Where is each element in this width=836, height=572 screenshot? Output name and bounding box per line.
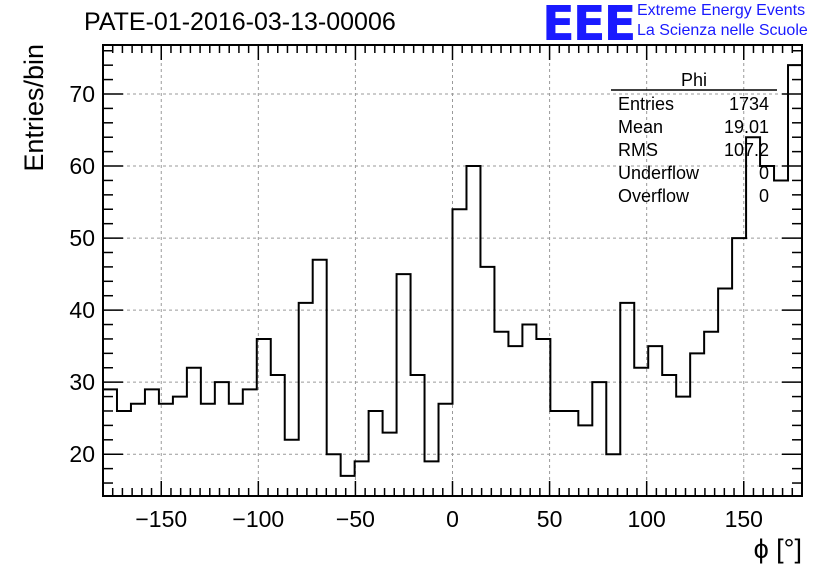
eee-logo: EEE (542, 0, 636, 52)
x-tick-labels: −150 −100 −50 0 50 100 150 (135, 506, 763, 532)
y-axis-title: Entries/bin (19, 44, 49, 172)
stats-value: 0 (759, 163, 769, 183)
stats-value: 19.01 (724, 117, 769, 137)
x-axis-title: ϕ [°] (754, 534, 802, 564)
stats-value: 0 (759, 186, 769, 206)
x-tick-label: −100 (232, 506, 284, 532)
y-tick-label: 50 (69, 225, 95, 251)
x-tick-label: 0 (446, 506, 459, 532)
stats-box: Phi Entries 1734 Mean 19.01 RMS 107.2 Underflo… (611, 70, 777, 206)
logo-line-2: La Scienza nelle Scuole (637, 22, 808, 39)
y-tick-label: 40 (69, 297, 95, 323)
y-tick-label: 20 (69, 441, 95, 467)
stats-label: RMS (618, 140, 658, 160)
x-tick-label: 150 (725, 506, 763, 532)
histogram-series (103, 64, 802, 477)
y-tick-labels: 20 30 40 50 60 70 (69, 81, 95, 467)
y-tick-label: 30 (69, 369, 95, 395)
stats-value: 107.2 (724, 140, 769, 160)
stats-label: Entries (618, 94, 674, 114)
logo-line-1: Extreme Energy Events (637, 2, 806, 19)
x-tick-label: −150 (135, 506, 187, 532)
stats-value: 1734 (729, 94, 769, 114)
x-tick-label: −50 (336, 506, 375, 532)
y-tick-label: 60 (69, 153, 95, 179)
x-tick-label: 50 (537, 506, 563, 532)
stats-label: Overflow (618, 186, 690, 206)
stats-name: Phi (681, 70, 707, 90)
chart-title: PATE-01-2016-03-13-00006 (84, 8, 396, 36)
axis-ticks (103, 45, 802, 496)
stats-label: Mean (618, 117, 663, 137)
y-tick-label: 70 (69, 81, 95, 107)
x-tick-label: 100 (627, 506, 665, 532)
stats-label: Underflow (618, 163, 700, 183)
